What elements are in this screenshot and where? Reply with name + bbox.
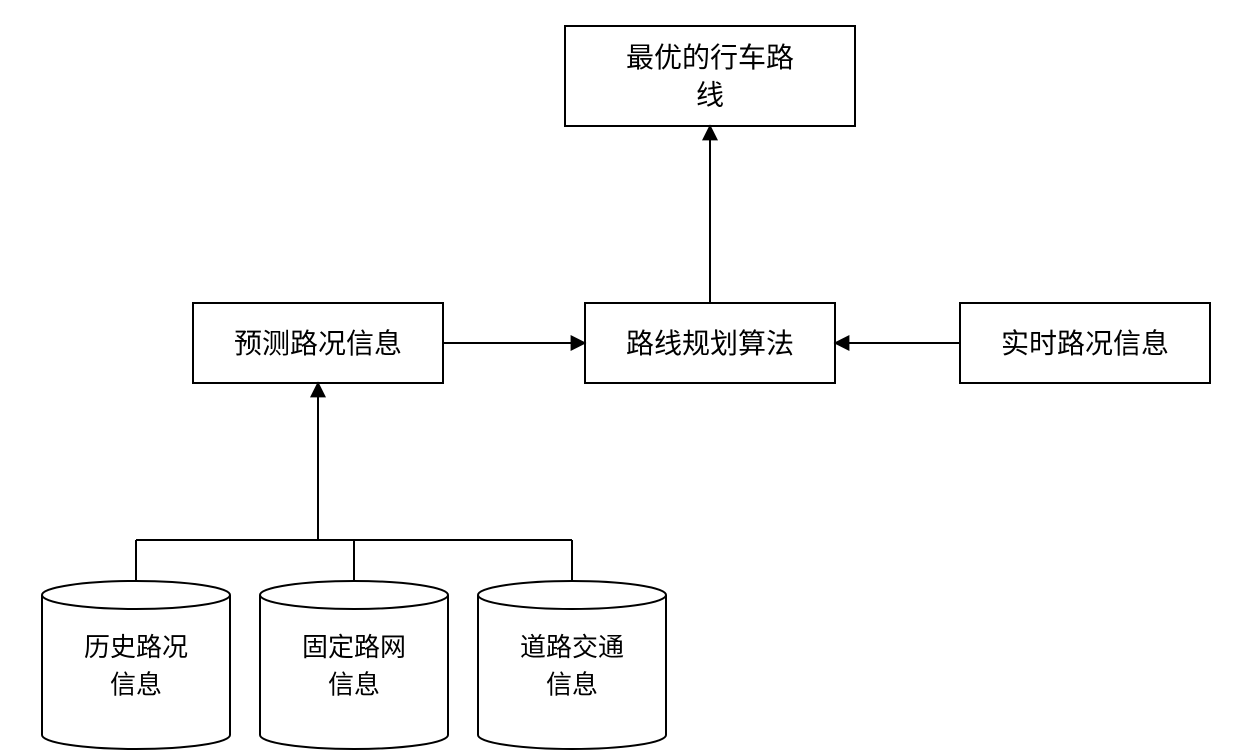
node-optimal_route-label-1: 线	[696, 80, 724, 112]
node-realtime-label: 实时路况信息	[1001, 328, 1169, 360]
node-historical-label-1: 信息	[110, 670, 162, 699]
node-fixed_net-label-1: 信息	[328, 670, 380, 699]
node-road_traffic-label-1: 信息	[546, 670, 598, 699]
node-algorithm-label: 路线规划算法	[626, 328, 794, 360]
node-predicted-label: 预测路况信息	[234, 328, 402, 360]
node-historical-label-0: 历史路况	[84, 633, 188, 662]
node-road_traffic-label-0: 道路交通	[520, 633, 624, 662]
node-optimal_route-label-0: 最优的行车路	[626, 42, 794, 74]
node-fixed_net-label-0: 固定路网	[302, 633, 406, 662]
